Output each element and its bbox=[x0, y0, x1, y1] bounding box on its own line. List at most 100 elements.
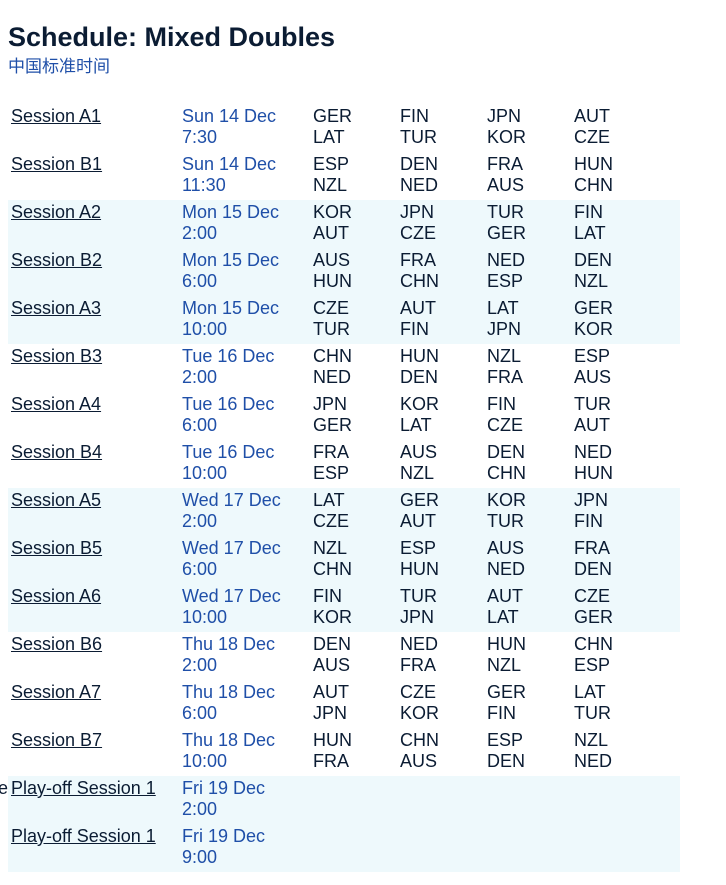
team-bottom: NZL bbox=[487, 655, 522, 675]
match-pairing: CHN NED bbox=[313, 346, 352, 388]
session-datetime: Fri 19 Dec 9:00 bbox=[182, 826, 265, 868]
team-top: AUS bbox=[400, 442, 438, 462]
session-day: Sun 14 Dec bbox=[182, 106, 277, 126]
match-pairing: GER LAT bbox=[313, 106, 352, 148]
team-top: GER bbox=[313, 106, 353, 126]
match-pairing: FIN CZE bbox=[487, 394, 523, 436]
team-bottom: AUT bbox=[313, 223, 349, 243]
match-pairing: ESP DEN bbox=[487, 730, 525, 772]
session-link[interactable]: Session B7 bbox=[11, 730, 103, 750]
session-link[interactable]: Play-off Session 1 bbox=[11, 826, 156, 846]
session-cell: Session A1 bbox=[11, 106, 101, 127]
team-top: HUN bbox=[400, 346, 439, 366]
team-top: HUN bbox=[487, 634, 526, 654]
match-pairing: ESP HUN bbox=[400, 538, 439, 580]
session-day: Mon 15 Dec bbox=[182, 202, 280, 222]
match-pairing: AUT FIN bbox=[400, 298, 436, 340]
team-top: NZL bbox=[487, 346, 522, 366]
session-datetime: Sun 14 Dec 7:30 bbox=[182, 106, 276, 148]
session-link[interactable]: Session B2 bbox=[11, 250, 103, 270]
session-link[interactable]: Session B4 bbox=[11, 442, 103, 462]
team-top: FRA bbox=[574, 538, 610, 558]
session-time: 2:00 bbox=[182, 799, 218, 819]
session-time: 10:00 bbox=[182, 751, 228, 771]
team-bottom: TUR bbox=[487, 511, 524, 531]
team-top: JPN bbox=[400, 202, 435, 222]
match-pairing: AUS NZL bbox=[400, 442, 437, 484]
team-bottom: DEN bbox=[487, 751, 526, 771]
session-link[interactable]: Session B6 bbox=[11, 634, 103, 654]
team-top: NED bbox=[487, 250, 526, 270]
session-time: 7:30 bbox=[182, 127, 218, 147]
team-top: CZE bbox=[574, 586, 610, 606]
team-bottom: KOR bbox=[574, 319, 614, 339]
team-bottom: TUR bbox=[574, 703, 611, 723]
session-link[interactable]: Session B3 bbox=[11, 346, 103, 366]
team-top: JPN bbox=[313, 394, 348, 414]
team-top: CHN bbox=[400, 730, 439, 750]
team-bottom: ESP bbox=[487, 271, 524, 291]
schedule-row: Session A2 Mon 15 Dec 2:00 KOR AUT JPN CZE TUR G… bbox=[8, 200, 680, 248]
team-top: ESP bbox=[487, 730, 524, 750]
team-bottom: NZL bbox=[400, 463, 435, 483]
session-day: Fri 19 Dec bbox=[182, 778, 266, 798]
match-pairing: CZE KOR bbox=[400, 682, 439, 724]
session-link[interactable]: Session A1 bbox=[11, 106, 102, 126]
session-datetime: Sun 14 Dec 11:30 bbox=[182, 154, 276, 196]
session-link[interactable]: Session B1 bbox=[11, 154, 103, 174]
team-bottom: CHN bbox=[574, 175, 613, 195]
session-day: Wed 17 Dec bbox=[182, 490, 281, 510]
team-bottom: FRA bbox=[313, 751, 349, 771]
team-top: TUR bbox=[574, 394, 611, 414]
team-top: KOR bbox=[487, 490, 527, 510]
match-pairing: CZE GER bbox=[574, 586, 613, 628]
page-title: Schedule: Mixed Doubles bbox=[8, 22, 336, 52]
team-top: DEN bbox=[313, 634, 352, 654]
session-cell: Session A5 bbox=[11, 490, 101, 511]
team-top: FIN bbox=[313, 586, 342, 606]
team-top: JPN bbox=[574, 490, 609, 510]
team-top: HUN bbox=[313, 730, 352, 750]
team-top: LAT bbox=[487, 298, 519, 318]
team-bottom: JPN bbox=[400, 607, 435, 627]
match-pairing: CHN AUS bbox=[400, 730, 439, 772]
match-pairing: FIN TUR bbox=[400, 106, 437, 148]
team-bottom: HUN bbox=[400, 559, 439, 579]
team-top: AUS bbox=[487, 538, 525, 558]
session-link[interactable]: Session A3 bbox=[11, 298, 102, 318]
session-datetime: Mon 15 Dec 6:00 bbox=[182, 250, 279, 292]
session-link[interactable]: Session A7 bbox=[11, 682, 102, 702]
session-link[interactable]: Session A4 bbox=[11, 394, 102, 414]
session-datetime: Thu 18 Dec 10:00 bbox=[182, 730, 275, 772]
match-pairing: KOR AUT bbox=[313, 202, 352, 244]
session-link[interactable]: Session A6 bbox=[11, 586, 102, 606]
team-top: ESP bbox=[574, 346, 611, 366]
team-bottom: CZE bbox=[313, 511, 349, 531]
session-day: Thu 18 Dec bbox=[182, 634, 276, 654]
session-link[interactable]: Play-off Session 1 bbox=[11, 778, 156, 798]
team-bottom: AUS bbox=[574, 367, 612, 387]
team-top: DEN bbox=[400, 154, 439, 174]
team-bottom: FIN bbox=[487, 703, 516, 723]
session-cell: Session B3 bbox=[11, 346, 102, 367]
session-day: Mon 15 Dec bbox=[182, 298, 280, 318]
team-bottom: NZL bbox=[313, 175, 348, 195]
session-datetime: Thu 18 Dec 2:00 bbox=[182, 634, 275, 676]
team-top: GER bbox=[400, 490, 440, 510]
session-link[interactable]: Session B5 bbox=[11, 538, 103, 558]
schedule-row: Session A7 Thu 18 Dec 6:00 AUT JPN CZE KOR GER F… bbox=[8, 680, 680, 728]
session-link[interactable]: Session A2 bbox=[11, 202, 102, 222]
session-link[interactable]: Session A5 bbox=[11, 490, 102, 510]
match-pairing: AUT LAT bbox=[487, 586, 523, 628]
page-header: Schedule: Mixed Doubles 中国标准时间 bbox=[8, 0, 680, 78]
match-pairing: NZL CHN bbox=[313, 538, 352, 580]
schedule-row: Session B3 Tue 16 Dec 2:00 CHN NED HUN DEN NZL F… bbox=[8, 344, 680, 392]
session-datetime: Tue 16 Dec 6:00 bbox=[182, 394, 274, 436]
session-time: 9:00 bbox=[182, 847, 218, 867]
team-top: AUT bbox=[313, 682, 349, 702]
team-top: ESP bbox=[313, 154, 350, 174]
schedule-row: e Play-off Session 1 Fri 19 Dec 2:00 bbox=[0, 776, 680, 824]
session-cell: Session A3 bbox=[11, 298, 101, 319]
schedule-row: Play-off Session 1 Fri 19 Dec 9:00 bbox=[8, 824, 680, 872]
match-pairing: FRA AUS bbox=[487, 154, 524, 196]
